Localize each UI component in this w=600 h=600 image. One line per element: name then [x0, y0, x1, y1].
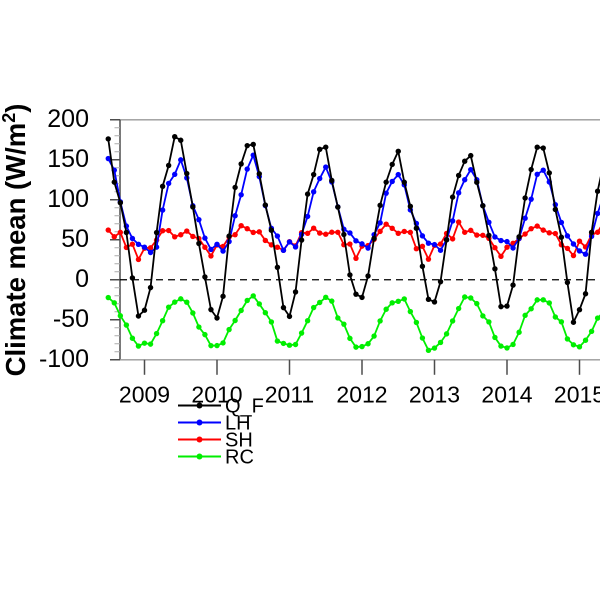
svg-text:100: 100: [47, 185, 89, 213]
svg-text:2012: 2012: [336, 381, 387, 407]
svg-text:50: 50: [61, 225, 89, 253]
svg-text:2014: 2014: [481, 381, 532, 407]
svg-text:RC: RC: [225, 447, 254, 469]
svg-text:-50: -50: [53, 305, 89, 333]
svg-text:150: 150: [47, 145, 89, 173]
svg-text:-100: -100: [39, 345, 89, 373]
svg-text:2011: 2011: [265, 381, 314, 407]
svg-text:0: 0: [75, 265, 89, 293]
svg-text:2009: 2009: [119, 381, 170, 407]
svg-text:200: 200: [47, 105, 89, 133]
svg-text:Climate mean (W/m2): Climate mean (W/m2): [0, 104, 31, 377]
svg-text:2013: 2013: [409, 381, 460, 407]
svg-text:2015: 2015: [554, 381, 600, 407]
